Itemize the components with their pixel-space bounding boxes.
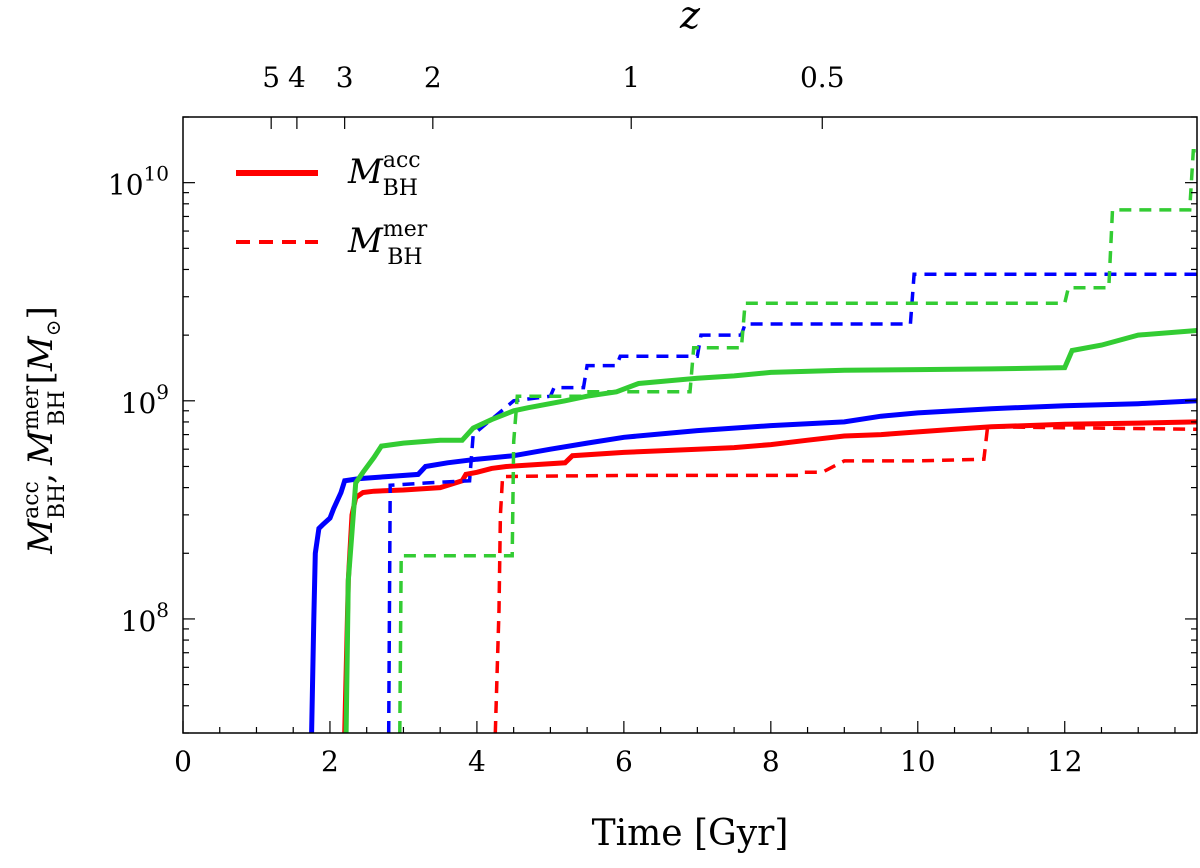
y-axis-title: MaccBH,MmerBH[M⊙]: [19, 306, 70, 554]
ylabel-sup1: acc: [19, 481, 44, 519]
x-tick-label: 8: [762, 745, 780, 778]
y-tick-label: 1010: [108, 162, 169, 202]
top-z-tick-label: 4: [288, 61, 306, 94]
top-z-tick-label: 2: [424, 61, 442, 94]
top-z-tick-label: 3: [336, 61, 354, 94]
x-tick-label: 4: [468, 745, 486, 778]
x-tick-label: 0: [174, 745, 192, 778]
ylabel-sep: ,: [21, 473, 61, 484]
ylabel-unit-m: M: [21, 335, 61, 372]
ylabel-unit-close: ]: [21, 306, 61, 319]
x-tick-label: 10: [900, 745, 936, 778]
svg-text:MaccBH,MmerBH[M⊙]: MaccBH,MmerBH[M⊙]: [19, 306, 70, 554]
legend-label-mer: Mmer BH: [347, 217, 428, 270]
top-z-tick-label: 5: [262, 61, 280, 94]
x-tick-label: 6: [615, 745, 633, 778]
series-blue-accreted: [309, 398, 1197, 733]
series-red-accreted: [342, 419, 1197, 733]
ylabel-sub2: BH: [45, 390, 70, 425]
series-green-accreted: [343, 328, 1197, 733]
y-tick-label: 108: [121, 598, 169, 638]
series-green-merged: [398, 149, 1197, 733]
x-tick-label: 12: [1047, 745, 1083, 778]
series-layer: [309, 149, 1197, 733]
plot-frame: [182, 116, 1198, 734]
ylabel-sub1: BH: [45, 484, 70, 519]
legend-label-acc: Macc BH: [347, 148, 421, 201]
series-blue-merged: [386, 272, 1197, 733]
ylabel-m2: M: [21, 429, 61, 466]
y-tick-label: 109: [121, 380, 169, 420]
ylabel-unit-sun: ⊙: [41, 320, 65, 337]
ylabel-sup2: mer: [19, 385, 44, 430]
x-axis-title: Time [Gyr]: [592, 813, 789, 854]
series-red-merged: [493, 425, 1197, 733]
top-z-tick-label: 0.5: [800, 61, 845, 94]
ylabel-unit-open: [: [21, 371, 61, 384]
top-z-tick-label: 1: [622, 61, 640, 94]
x-tick-label: 2: [321, 745, 339, 778]
ylabel-m1: M: [21, 518, 61, 555]
top-axis-title: z: [679, 0, 701, 37]
legend: Macc BH Mmer BH: [236, 148, 428, 270]
